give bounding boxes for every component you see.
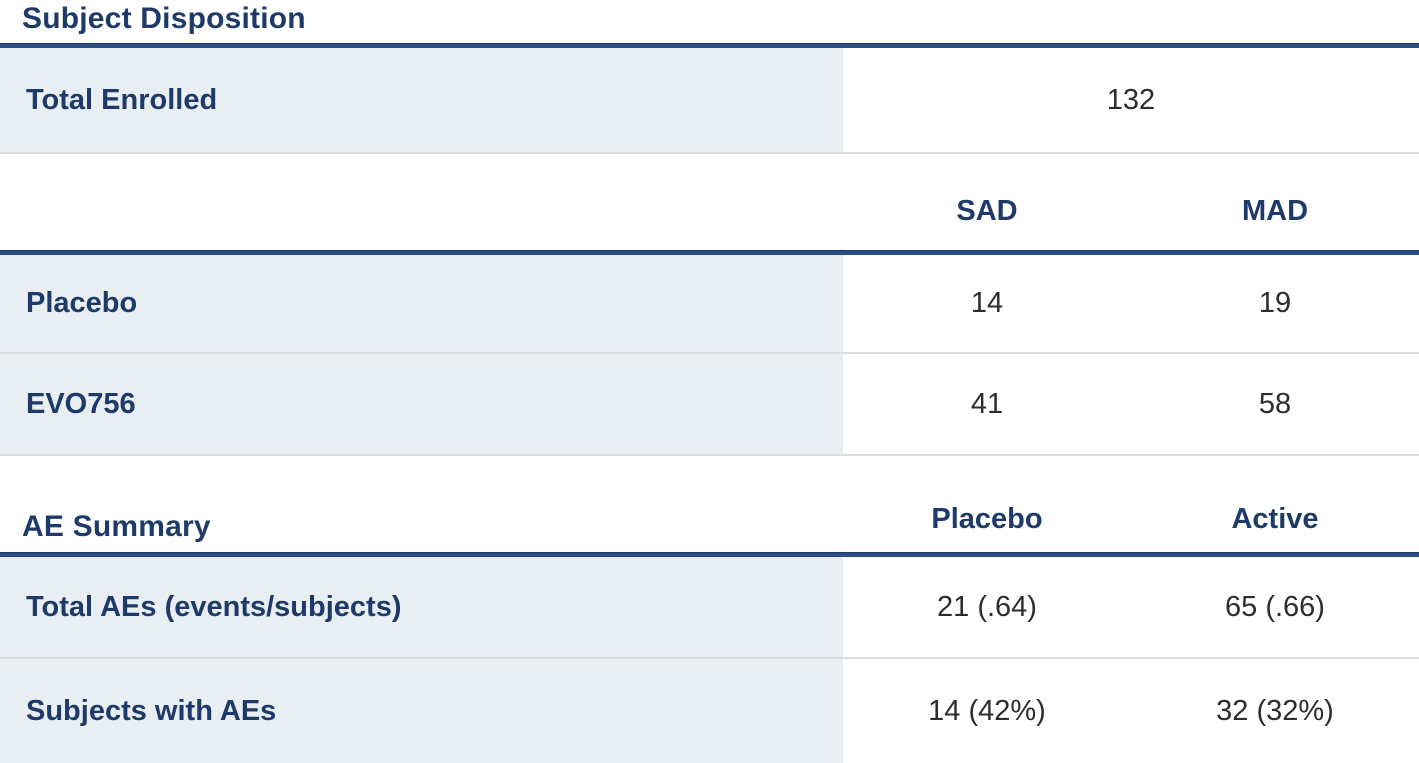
evo756-mad-value: 58	[1258, 387, 1292, 420]
navy-rule-ae-summary	[0, 552, 1419, 557]
subject-disposition-title: Subject Disposition	[22, 2, 306, 35]
table-header-sad-mad: SAD MAD	[0, 154, 1419, 250]
column-header-sad: SAD	[956, 194, 1018, 227]
navy-rule-disposition	[0, 250, 1419, 255]
total-enrolled-value: 132	[1106, 83, 1156, 116]
total-aes-row-label: Total AEs (events/subjects)	[26, 590, 402, 623]
placebo-row-label: Placebo	[26, 287, 138, 319]
table-row-total-aes: Total AEs (events/subjects) 21 (.64) 65 …	[0, 557, 1419, 657]
total-aes-active-value: 65 (.66)	[1225, 590, 1325, 623]
placebo-sad-value: 14	[970, 287, 1004, 319]
column-header-active: Active	[1231, 503, 1319, 535]
row-separator	[0, 657, 1419, 659]
column-header-mad: MAD	[1241, 194, 1309, 227]
subjects-with-aes-active-value: 32 (32%)	[1216, 695, 1334, 727]
header-spacer-cell	[0, 154, 843, 250]
total-enrolled-label: Total Enrolled	[26, 83, 218, 116]
row-separator	[0, 352, 1419, 354]
table-header-ae-summary: AE Summary Placebo Active	[0, 456, 1419, 552]
navy-rule-top	[0, 43, 1419, 48]
row-separator	[0, 152, 1419, 154]
table-row-placebo: Placebo 14 19	[0, 255, 1419, 352]
table-row-total-enrolled: Total Enrolled 132	[0, 48, 1419, 152]
total-aes-placebo-value: 21 (.64)	[937, 590, 1037, 623]
subjects-with-aes-placebo-value: 14 (42%)	[928, 695, 1046, 727]
table-row-subjects-with-aes: Subjects with AEs 14 (42%) 32 (32%)	[0, 659, 1419, 763]
table-row-evo756: EVO756 41 58	[0, 354, 1419, 454]
evo756-sad-value: 41	[970, 387, 1004, 420]
ae-summary-title: AE Summary	[22, 510, 211, 543]
subject-disposition-title-row: Subject Disposition	[0, 0, 1419, 43]
column-header-placebo: Placebo	[931, 503, 1043, 535]
evo756-row-label: EVO756	[26, 387, 136, 420]
placebo-mad-value: 19	[1258, 287, 1292, 319]
subjects-with-aes-row-label: Subjects with AEs	[26, 695, 277, 727]
row-separator	[0, 454, 1419, 456]
